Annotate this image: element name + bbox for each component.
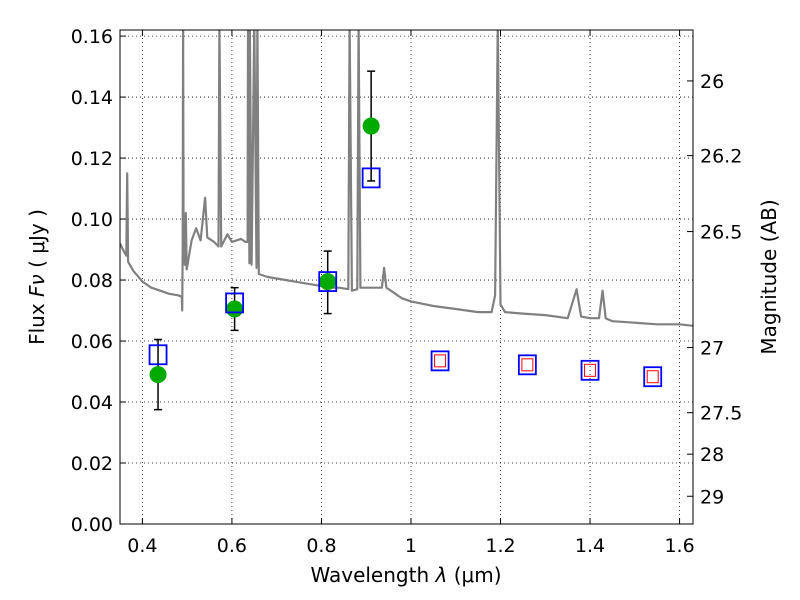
x-tick-label: 1.6 (664, 535, 694, 557)
right-axis-tick-label: 26.5 (700, 222, 742, 244)
right-axis-tick-label: 28 (700, 444, 724, 466)
plot-frame (119, 29, 694, 525)
model-photometry-square (643, 366, 663, 388)
observed-flux-point (319, 273, 337, 291)
observed-flux-point (149, 366, 167, 384)
y-tick-label: 0.16 (71, 26, 113, 48)
observed-flux-point (226, 300, 244, 318)
x-tick-label: 1 (405, 535, 417, 557)
x-tick-label: 1.2 (485, 535, 515, 557)
model-photometry-inner-square (434, 354, 447, 368)
x-tick-label: 1.4 (575, 535, 605, 557)
observed-flux-point (362, 117, 380, 135)
x-tick-label: 0.4 (127, 535, 157, 557)
model-photometry-square (517, 354, 537, 376)
model-photometry-inner-square (521, 358, 534, 372)
y-tick-label: 0.02 (71, 453, 113, 475)
x-tick-label: 0.6 (217, 535, 247, 557)
y-tick-label: 0.12 (71, 148, 113, 170)
y-tick-label: 0.14 (71, 87, 113, 109)
model-photometry-square (361, 167, 381, 189)
y-tick-label: 0.10 (71, 209, 113, 231)
right-axis-title: Magnitude (AB) (757, 199, 781, 354)
model-photometry-square (318, 271, 338, 292)
right-axis-tick-label: 26 (700, 71, 724, 93)
right-axis-tick-label: 27 (700, 337, 724, 359)
x-axis-title: Wavelength λ (μm) (310, 563, 501, 587)
y-axis-title: Flux Fν ( μJy ) (25, 209, 49, 345)
model-spectrum-line (120, 30, 693, 327)
plot-area (120, 30, 693, 411)
right-axis-tick-label: 27.5 (700, 403, 742, 425)
y-tick-label: 0.04 (71, 392, 113, 414)
model-photometry-square (225, 292, 245, 314)
y-tick-label: 0.08 (71, 270, 113, 292)
right-axis-tick-label: 26.2 (700, 146, 742, 168)
model-photometry-inner-square (584, 363, 597, 377)
y-tick-label: 0.00 (71, 514, 113, 536)
axis-ticks: 0.4 0.6 0.8 1 1.2 1.4 1.6 0.00 0.02 0.04 0.06 0.08 0… (71, 26, 743, 557)
model-photometry-square (580, 359, 600, 381)
y-tick-label: 0.06 (71, 331, 113, 353)
model-photometry-inner-square (646, 370, 659, 384)
model-photometry-square (148, 344, 168, 366)
model-photometry-square (430, 350, 450, 372)
x-tick-label: 0.8 (306, 535, 336, 557)
right-axis-tick-label: 29 (700, 486, 724, 508)
